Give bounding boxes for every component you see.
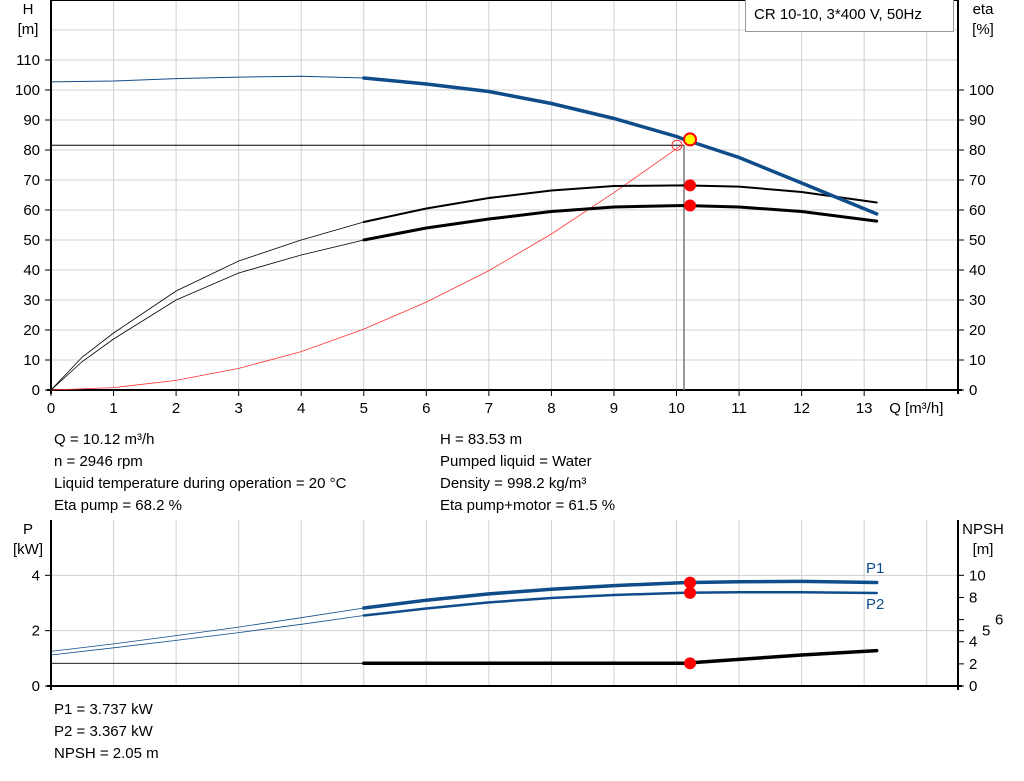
info-bottom: P1 = 3.737 kW P2 = 3.367 kW NPSH = 2.05 …	[54, 699, 159, 765]
y-tick-label-left: 4	[32, 567, 40, 584]
y-tick-label-left: 50	[23, 232, 40, 249]
eta-pump-motor-curve-line	[362, 203, 879, 242]
x-tick-label: 9	[610, 400, 618, 417]
y-tick-label-left: 70	[23, 172, 40, 189]
y-tick-label-right: 80	[969, 142, 986, 159]
y-tick-label-right: 10	[969, 567, 986, 584]
y-tick-label-left: 100	[15, 82, 40, 99]
y-axis-unit-right: [m]	[973, 541, 994, 558]
eta-pump-curve-line	[362, 184, 878, 223]
info-speed: n = 2946 rpm	[54, 453, 143, 470]
y-tick-label-left: 0	[32, 678, 40, 695]
head-curve-line-extended	[50, 75, 364, 83]
info-left: Q = 10.12 m³/h n = 2946 rpm Liquid tempe…	[54, 429, 346, 517]
y-axis-label-left: P	[23, 521, 33, 538]
info-eta-pump-motor: Eta pump+motor = 61.5 %	[440, 497, 616, 514]
y-axis-unit-left: [kW]	[13, 541, 43, 558]
x-tick-label: 0	[47, 400, 55, 417]
y-tick-label-right: 0	[969, 678, 977, 695]
eta-pump-duty-marker	[684, 179, 697, 192]
y-tick-label-right: 10	[969, 352, 986, 369]
eta-pump-motor-curve-line-extended	[50, 239, 364, 391]
y-tick-label-right: 5	[982, 623, 990, 640]
p1-duty-marker	[684, 576, 697, 589]
p1-curve-line-extended	[50, 607, 364, 652]
y-tick-label-right: 40	[969, 262, 986, 279]
eta-pump-curve-line-extended	[50, 221, 364, 391]
y-tick-label-left: 30	[23, 292, 40, 309]
head-duty-point-marker	[683, 132, 698, 147]
p2-curve-line-extended	[50, 615, 364, 656]
y-tick-label-right: 70	[969, 172, 986, 189]
p1-series-label: P1	[866, 560, 884, 577]
x-tick-label: 8	[547, 400, 555, 417]
y-axis-unit-right: [%]	[972, 21, 994, 38]
x-tick-label: 6	[422, 400, 430, 417]
y-tick-label-right: 50	[969, 232, 986, 249]
y-tick-label-left: 10	[23, 352, 40, 369]
eta-pump-motor-duty-marker	[684, 199, 697, 212]
y-tick-label-right: 60	[969, 202, 986, 219]
y-tick-label-left: 80	[23, 142, 40, 159]
x-tick-label: 2	[172, 400, 180, 417]
p1-curve-line	[362, 579, 879, 610]
y-tick-label-right: 90	[969, 112, 986, 129]
p2-series-label: P2	[866, 596, 884, 613]
y-tick-label-right: 20	[969, 322, 986, 339]
p2-curve-line	[362, 590, 878, 617]
legend-title: CR 10-10, 3*400 V, 50Hz	[745, 0, 954, 32]
x-tick-label: 4	[297, 400, 305, 417]
npsh-duty-marker	[684, 657, 697, 670]
y-tick-label-right: 0	[969, 382, 977, 399]
info-p2: P2 = 3.367 kW	[54, 723, 153, 740]
info-npsh: NPSH = 2.05 m	[54, 745, 159, 762]
info-temperature: Liquid temperature during operation = 20…	[54, 475, 347, 492]
head-curve-line	[362, 76, 879, 216]
y-tick-label-left: 0	[32, 382, 40, 399]
info-flow: Q = 10.12 m³/h	[54, 431, 155, 448]
x-tick-label: 7	[485, 400, 493, 417]
x-tick-label: 10	[668, 400, 685, 417]
info-head: H = 83.53 m	[440, 431, 523, 448]
y-tick-label-right: 30	[969, 292, 986, 309]
x-tick-label: 3	[234, 400, 242, 417]
npsh-curve-line	[362, 648, 879, 666]
y-axis-unit-left: [m]	[18, 21, 39, 38]
p2-duty-marker	[684, 586, 697, 599]
info-liquid: Pumped liquid = Water	[440, 453, 592, 470]
y-tick-label-right: 6	[995, 612, 1003, 629]
y-tick-label-left: 60	[23, 202, 40, 219]
x-tick-label: 12	[793, 400, 810, 417]
y-axis-label-right: eta	[973, 1, 995, 18]
x-axis-label: Q [m³/h]	[889, 400, 943, 417]
x-tick-label: 11	[731, 400, 747, 417]
y-tick-label-left: 90	[23, 112, 40, 129]
y-tick-label-left: 2	[32, 623, 40, 640]
y-tick-label-right: 8	[969, 589, 977, 606]
y-axis-label-left: H	[23, 1, 34, 18]
x-tick-label: 5	[360, 400, 368, 417]
info-p1: P1 = 3.737 kW	[54, 701, 153, 718]
x-tick-label: 13	[856, 400, 873, 417]
info-density: Density = 998.2 kg/m³	[440, 475, 587, 492]
x-tick-label: 1	[109, 400, 117, 417]
y-tick-label-right: 4	[969, 634, 977, 651]
info-eta-pump: Eta pump = 68.2 %	[54, 497, 182, 514]
y-tick-label-right: 2	[969, 656, 977, 673]
info-right: H = 83.53 m Pumped liquid = Water Densit…	[440, 429, 615, 517]
system-curve-line	[50, 144, 682, 391]
y-tick-label-left: 20	[23, 322, 40, 339]
y-tick-label-left: 40	[23, 262, 40, 279]
y-axis-label-right: NPSH	[962, 521, 1004, 538]
y-tick-label-left: 110	[16, 52, 40, 69]
y-tick-label-right: 100	[969, 82, 994, 99]
system-curve-point-marker	[671, 139, 683, 151]
